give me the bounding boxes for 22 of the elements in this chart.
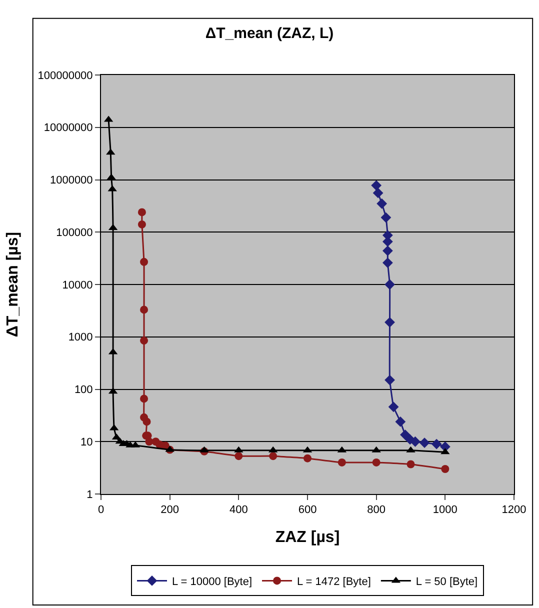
- y-tick-label: 10000: [62, 279, 93, 292]
- y-tick-label: 100: [74, 384, 93, 396]
- y-tick-label: 1: [86, 488, 93, 501]
- y-tick-label: 1000000: [50, 174, 93, 187]
- x-tick-label: 200: [160, 504, 180, 516]
- chart-title: ΔT_mean (ZAZ, L): [205, 24, 334, 42]
- x-tick-label: 0: [98, 504, 104, 516]
- y-tick-label: 100000: [56, 226, 93, 239]
- legend-label: L = 10000 [Byte]: [172, 576, 252, 588]
- y-tick-label: 10: [80, 436, 93, 448]
- x-tick-label: 1200: [502, 504, 526, 516]
- y-tick-label: 1000: [68, 332, 93, 344]
- y-tick-label: 100000000: [38, 70, 93, 82]
- y-axis-title: ΔT_mean [µs]: [4, 232, 22, 338]
- x-tick-label: 1000: [432, 504, 458, 516]
- x-tick-label: 600: [298, 504, 317, 516]
- legend-label: L = 1472 [Byte]: [297, 576, 371, 588]
- legend-label: L = 50 [Byte]: [416, 576, 478, 588]
- x-tick-label: 400: [229, 504, 248, 516]
- x-tick-label: 800: [367, 504, 386, 516]
- y-tick-label: 10000000: [44, 122, 93, 134]
- x-axis-title: ZAZ [µs]: [275, 528, 340, 546]
